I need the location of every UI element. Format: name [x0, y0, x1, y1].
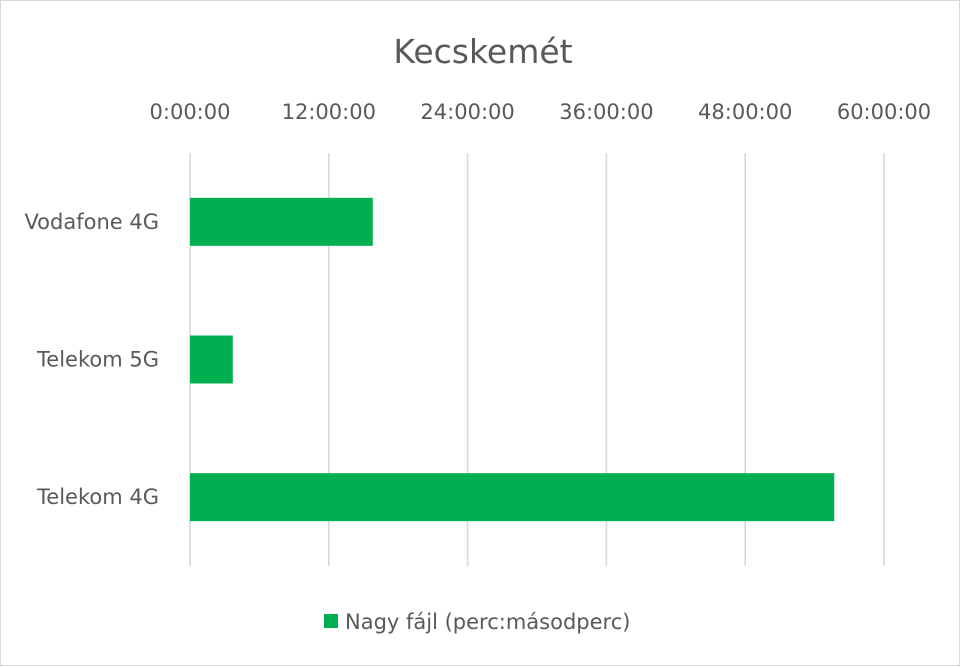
x-axis-ticks: 0:00:00 12:00:00 24:00:00 36:00:00 48:00:00 6…: [150, 100, 932, 124]
category-label: Telekom 4G: [36, 485, 159, 509]
x-tick-label: 0:00:00: [150, 100, 231, 124]
x-tick-label: 24:00:00: [420, 100, 514, 124]
legend-label: Nagy fájl (perc:másodperc): [345, 610, 630, 634]
chart-title: Kecskemét: [393, 32, 572, 71]
category-label: Vodafone 4G: [24, 210, 159, 234]
x-tick-label: 48:00:00: [698, 100, 792, 124]
bars: [190, 197, 835, 522]
bar: [190, 335, 233, 384]
legend: Nagy fájl (perc:másodperc): [324, 610, 630, 634]
x-tick-label: 36:00:00: [559, 100, 653, 124]
bar: [190, 473, 835, 522]
x-tick-label: 60:00:00: [837, 100, 931, 124]
category-labels: Vodafone 4G Telekom 5G Telekom 4G: [24, 210, 159, 509]
legend-swatch: [324, 614, 338, 628]
x-tick-label: 12:00:00: [282, 100, 376, 124]
bar: [190, 197, 373, 246]
category-label: Telekom 5G: [36, 348, 159, 372]
